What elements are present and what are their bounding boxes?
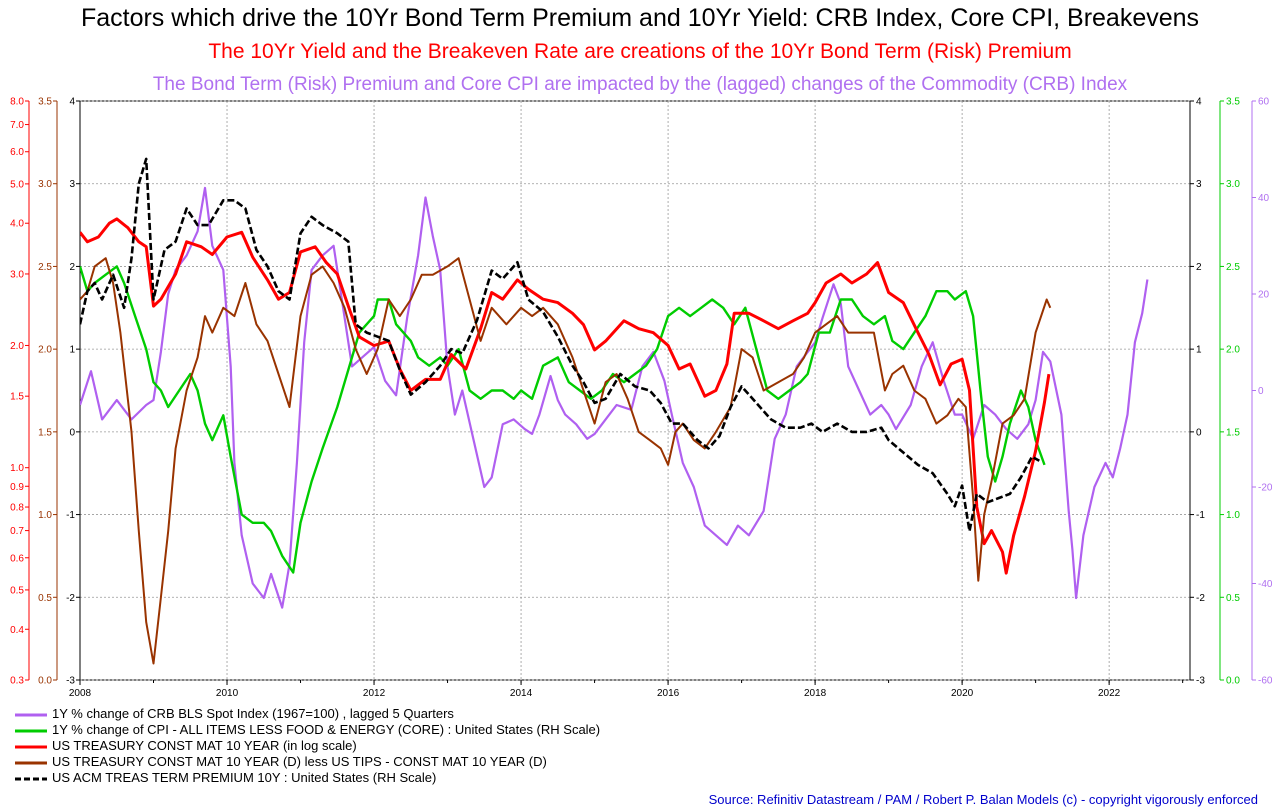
y-tick-label: 1.5 xyxy=(10,392,24,403)
y-tick-label: 4 xyxy=(69,97,75,108)
y-tick-label: 0.7 xyxy=(10,526,24,537)
series-line-3 xyxy=(80,217,1051,575)
legend-entry: US ACM TREAS TERM PREMIUM 10Y : United S… xyxy=(14,770,600,786)
y-tick-label: -1 xyxy=(1196,510,1205,521)
y-tick-label: 0.0 xyxy=(38,676,52,687)
y-tick-label: 8.0 xyxy=(10,97,24,108)
y-tick-label: 1.0 xyxy=(10,463,24,474)
y-tick-label: 3 xyxy=(1196,179,1202,190)
y-tick-label: 0.5 xyxy=(1226,593,1240,604)
series-line-5 xyxy=(80,157,1040,533)
y-tick-label: 1.5 xyxy=(1226,427,1240,438)
chart-title: Factors which drive the 10Yr Bond Term P… xyxy=(80,4,1200,32)
y-tick-label: 0 xyxy=(1196,427,1202,438)
y-tick-label: -3 xyxy=(66,676,75,687)
y-tick-label: 0.5 xyxy=(38,593,52,604)
x-tick-label: 2010 xyxy=(216,688,239,699)
y-tick-label: 3.5 xyxy=(38,97,52,108)
legend-label: US TREASURY CONST MAT 10 YEAR (in log sc… xyxy=(52,738,357,753)
legend-entry: US TREASURY CONST MAT 10 YEAR (in log sc… xyxy=(14,738,600,754)
chart-subtitle-1: The 10Yr Yield and the Breakeven Rate ar… xyxy=(208,40,1072,63)
y-tick-label: 4.0 xyxy=(10,219,24,230)
legend-swatch xyxy=(15,761,47,765)
series-line-4 xyxy=(80,257,1052,665)
y-tick-label: 20 xyxy=(1258,290,1270,301)
legend-entry: 1Y % change of CRB BLS Spot Index (1967=… xyxy=(14,706,600,722)
y-tick-label: 0 xyxy=(1258,386,1264,397)
x-tick-label: 2018 xyxy=(804,688,827,699)
y-tick-label: -60 xyxy=(1258,676,1273,687)
x-tick-label: 2020 xyxy=(951,688,974,699)
y-tick-label: 1.0 xyxy=(38,510,52,521)
series-line-1 xyxy=(80,186,1149,609)
x-tick-label: 2022 xyxy=(1098,688,1121,699)
y-tick-label: 6.0 xyxy=(10,147,24,158)
y-tick-label: 1.5 xyxy=(38,427,52,438)
y-tick-label: 2.5 xyxy=(1226,262,1240,273)
y-tick-label: 0.0 xyxy=(1226,676,1240,687)
y-tick-label: 0.4 xyxy=(10,625,24,636)
y-tick-label: 1.0 xyxy=(1226,510,1240,521)
y-tick-label: 0.3 xyxy=(10,676,24,687)
legend-entry: US TREASURY CONST MAT 10 YEAR (D) less U… xyxy=(14,754,600,770)
x-tick-label: 2012 xyxy=(363,688,386,699)
legend-label: 1Y % change of CPI - ALL ITEMS LESS FOOD… xyxy=(52,722,601,737)
y-tick-label: 0.9 xyxy=(10,482,24,493)
y-tick-label: 0.5 xyxy=(10,585,24,596)
legend-swatch xyxy=(15,777,47,781)
y-tick-label: -2 xyxy=(1196,593,1205,604)
legend-label: US TREASURY CONST MAT 10 YEAR (D) less U… xyxy=(52,754,547,769)
line-chart: 2008 2010 2012 2014 2016 2018 2020 20220.30.40.… xyxy=(10,97,1273,700)
legend-label: 1Y % change of CRB BLS Spot Index (1967=… xyxy=(52,706,454,721)
x-tick-label: 2014 xyxy=(510,688,533,699)
x-tick-label: 2016 xyxy=(657,688,680,699)
y-tick-label: -20 xyxy=(1258,483,1273,494)
legend-swatch xyxy=(15,745,47,749)
y-tick-label: 2.5 xyxy=(38,262,52,273)
y-tick-label: 2 xyxy=(1196,262,1202,273)
x-tick-label: 2008 xyxy=(69,688,92,699)
legend-label: US ACM TREAS TERM PREMIUM 10Y : United S… xyxy=(52,770,437,785)
y-tick-label: 3.0 xyxy=(10,269,24,280)
y-tick-label: 3.0 xyxy=(1226,179,1240,190)
chart-subtitle-2: The Bond Term (Risk) Premium and Core CP… xyxy=(152,74,1128,95)
y-tick-label: 60 xyxy=(1258,97,1270,108)
y-tick-label: 3 xyxy=(69,179,75,190)
y-tick-label: -40 xyxy=(1258,579,1273,590)
legend-swatch xyxy=(15,729,47,733)
y-tick-label: 3.5 xyxy=(1226,97,1240,108)
y-tick-label: 2.0 xyxy=(1226,345,1240,356)
y-tick-label: 0 xyxy=(69,427,75,438)
y-tick-label: 7.0 xyxy=(10,120,24,131)
y-tick-label: 5.0 xyxy=(10,179,24,190)
y-tick-label: 0.6 xyxy=(10,553,24,564)
y-tick-label: 0.8 xyxy=(10,503,24,514)
y-tick-label: -3 xyxy=(1196,676,1205,687)
source-note: Source: Refinitiv Datastream / PAM / Rob… xyxy=(708,792,1258,807)
plot-area xyxy=(79,100,1191,681)
series-line-2 xyxy=(80,265,1046,574)
y-tick-label: 1 xyxy=(1196,345,1202,356)
legend-swatch xyxy=(15,713,47,717)
y-tick-label: 2.0 xyxy=(38,345,52,356)
y-tick-label: 4 xyxy=(1196,97,1202,108)
y-tick-label: 2.0 xyxy=(10,341,24,352)
legend: 1Y % change of CRB BLS Spot Index (1967=… xyxy=(14,706,600,786)
y-tick-label: 40 xyxy=(1258,193,1270,204)
y-tick-label: -2 xyxy=(66,593,75,604)
legend-entry: 1Y % change of CPI - ALL ITEMS LESS FOOD… xyxy=(14,722,600,738)
y-tick-label: -1 xyxy=(66,510,75,521)
y-tick-label: 1 xyxy=(69,345,75,356)
y-tick-label: 2 xyxy=(69,262,75,273)
y-tick-label: 3.0 xyxy=(38,179,52,190)
